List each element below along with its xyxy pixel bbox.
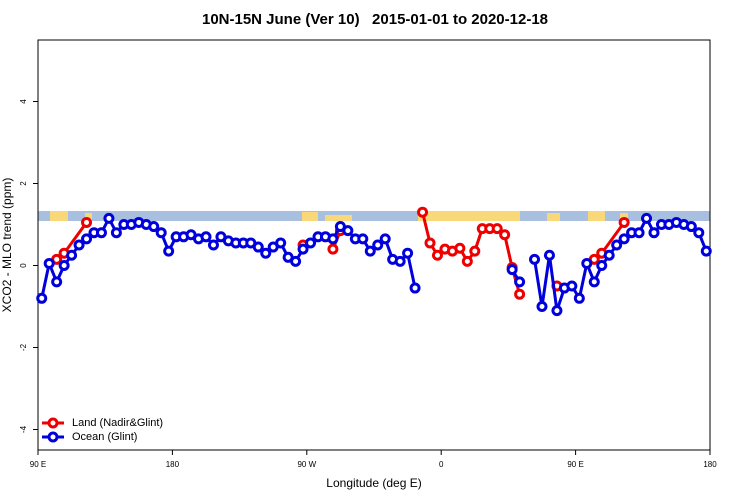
point	[66, 249, 78, 261]
point	[207, 239, 219, 251]
point	[417, 206, 429, 218]
point	[648, 227, 660, 239]
x-tick-label: 90 W	[297, 460, 316, 469]
point	[491, 223, 503, 235]
point	[81, 233, 93, 245]
point	[618, 233, 630, 245]
point	[506, 264, 518, 276]
point	[536, 301, 548, 312]
x-tick-label: 90 E	[567, 460, 583, 469]
point	[551, 305, 563, 317]
point	[148, 221, 160, 233]
point	[81, 216, 93, 228]
chart-title: 10N-15N June (Ver 10) 2015-01-01 to 2020…	[202, 11, 548, 28]
point	[469, 245, 481, 257]
y-axis-label: XCO2 - MLO trend (ppm)	[0, 178, 14, 313]
point	[543, 249, 555, 261]
point	[327, 233, 339, 245]
point	[110, 227, 122, 239]
point	[200, 231, 212, 243]
point	[611, 239, 623, 251]
point	[603, 249, 615, 261]
point	[499, 229, 511, 241]
y-tick-label: 0	[19, 263, 28, 268]
point	[305, 237, 317, 249]
point	[461, 255, 473, 267]
point	[260, 247, 272, 259]
point	[514, 288, 526, 300]
point	[103, 212, 115, 224]
point	[454, 242, 466, 254]
point	[290, 255, 302, 267]
point	[566, 280, 578, 292]
point	[618, 216, 630, 228]
point	[581, 257, 593, 269]
point	[36, 292, 48, 304]
y-tick-label: -2	[19, 343, 28, 351]
point	[163, 245, 175, 257]
y-tick-label: 2	[19, 181, 28, 186]
point	[685, 221, 697, 233]
legend-marker	[47, 431, 59, 443]
point	[275, 237, 287, 249]
point	[51, 276, 63, 288]
point	[252, 241, 264, 253]
x-axis-label: Longitude (deg E)	[326, 476, 421, 490]
point	[573, 292, 585, 304]
point	[529, 253, 541, 265]
x-tick-label: 180	[166, 460, 180, 469]
point	[402, 247, 414, 259]
point	[693, 227, 705, 239]
point	[95, 227, 107, 239]
point	[588, 276, 600, 288]
point	[379, 233, 391, 245]
point	[431, 249, 443, 261]
legend-label: Land (Nadir&Glint)	[72, 417, 163, 429]
point	[641, 212, 653, 224]
point	[155, 227, 167, 239]
legend-label: Ocean (Glint)	[72, 431, 137, 443]
point	[633, 227, 645, 239]
point	[409, 282, 421, 294]
point	[372, 239, 384, 251]
y-tick-label: 4	[19, 99, 28, 104]
y-tick-label: -4	[19, 425, 28, 433]
point	[73, 239, 85, 251]
point	[394, 255, 406, 267]
point	[700, 245, 712, 257]
point	[596, 260, 608, 271]
point	[364, 245, 376, 257]
point	[424, 237, 436, 249]
point	[514, 276, 526, 288]
point	[327, 243, 339, 255]
x-tick-label: 0	[439, 460, 444, 469]
point	[43, 257, 55, 269]
point	[297, 243, 309, 255]
point	[357, 233, 369, 245]
x-tick-label: 180	[703, 460, 717, 469]
point	[342, 225, 354, 237]
point	[58, 260, 70, 271]
legend-marker	[47, 417, 59, 429]
plot-frame	[37, 39, 711, 451]
x-tick-label: 90 E	[30, 460, 46, 469]
